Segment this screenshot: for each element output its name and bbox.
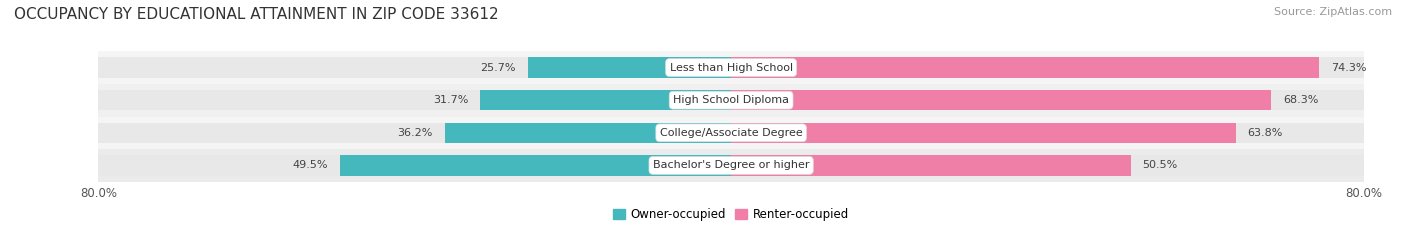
Bar — [444, 123, 731, 143]
Text: 25.7%: 25.7% — [481, 63, 516, 72]
Bar — [731, 58, 1319, 78]
Bar — [731, 90, 1271, 110]
Text: 50.5%: 50.5% — [1142, 161, 1178, 170]
Text: Bachelor's Degree or higher: Bachelor's Degree or higher — [652, 161, 810, 170]
Text: 68.3%: 68.3% — [1284, 95, 1319, 105]
Bar — [731, 123, 1236, 143]
Bar — [98, 149, 1364, 182]
Text: High School Diploma: High School Diploma — [673, 95, 789, 105]
Bar — [98, 58, 1364, 78]
Bar — [98, 116, 1364, 149]
Legend: Owner-occupied, Renter-occupied: Owner-occupied, Renter-occupied — [607, 203, 855, 226]
Text: 36.2%: 36.2% — [398, 128, 433, 138]
Bar — [527, 58, 731, 78]
Bar — [731, 155, 1130, 175]
Text: Less than High School: Less than High School — [669, 63, 793, 72]
Bar — [98, 51, 1364, 84]
Text: OCCUPANCY BY EDUCATIONAL ATTAINMENT IN ZIP CODE 33612: OCCUPANCY BY EDUCATIONAL ATTAINMENT IN Z… — [14, 7, 499, 22]
Bar — [340, 155, 731, 175]
Text: 49.5%: 49.5% — [292, 161, 328, 170]
Text: 31.7%: 31.7% — [433, 95, 468, 105]
Text: 63.8%: 63.8% — [1247, 128, 1282, 138]
Bar — [98, 123, 1364, 143]
Text: Source: ZipAtlas.com: Source: ZipAtlas.com — [1274, 7, 1392, 17]
Bar — [98, 84, 1364, 116]
Text: 74.3%: 74.3% — [1330, 63, 1367, 72]
Bar — [98, 90, 1364, 110]
Bar — [481, 90, 731, 110]
Text: College/Associate Degree: College/Associate Degree — [659, 128, 803, 138]
Bar — [98, 155, 1364, 175]
